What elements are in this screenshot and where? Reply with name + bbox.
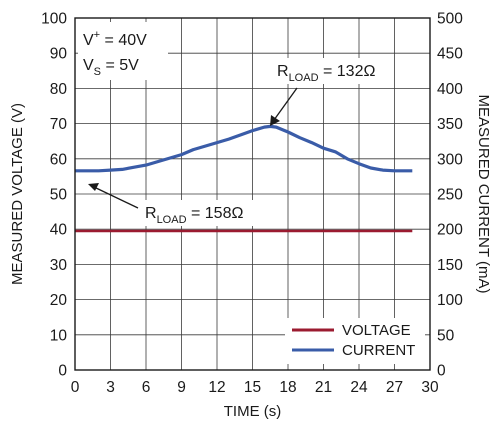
annotation-arrow-132 xyxy=(273,87,298,121)
y-left-tick-label: 80 xyxy=(50,81,68,98)
annotation-arrowhead-158 xyxy=(88,183,99,191)
annotation-arrowhead-132 xyxy=(270,115,280,126)
y-right-tick-label: 100 xyxy=(437,292,463,309)
y-left-tick-label: 60 xyxy=(50,151,68,168)
y-left-tick-label: 40 xyxy=(50,222,68,239)
x-tick-label: 21 xyxy=(315,379,332,396)
x-tick-label: 24 xyxy=(350,379,368,396)
x-tick-label: 3 xyxy=(106,379,115,396)
y-left-tick-label: 90 xyxy=(50,46,68,63)
condition-vs: VS = 5V xyxy=(83,57,139,78)
y-left-tick-label: 100 xyxy=(41,11,67,28)
annotation-rload-158: RLOAD = 158Ω xyxy=(145,205,243,226)
x-tick-label: 15 xyxy=(244,379,261,396)
y-right-tick-label: 250 xyxy=(437,187,463,204)
y-right-tick-label: 50 xyxy=(437,327,455,344)
legend: VOLTAGE CURRENT xyxy=(285,318,425,364)
x-tick-label: 12 xyxy=(208,379,225,396)
y-left-tick-label: 20 xyxy=(50,292,68,309)
y-left-tick-label: 0 xyxy=(58,363,67,380)
y-axis-right-title: MEASURED CURRENT (mA) xyxy=(475,95,492,294)
series-layer xyxy=(75,124,413,233)
series-line-current xyxy=(75,124,413,173)
annotation-rload-158-background xyxy=(140,200,260,226)
y-left-tick-label: 70 xyxy=(50,116,68,133)
y-right-tick-label: 500 xyxy=(437,11,463,28)
y-right-tick-label: 350 xyxy=(437,116,463,133)
x-tick-label: 6 xyxy=(142,379,151,396)
tick-layer: 0 3 6 9 12 15 18 21 24 27 300102030405060708090100… xyxy=(41,11,463,397)
annotation-rload-132-background xyxy=(272,58,392,84)
x-tick-label: 27 xyxy=(386,379,403,396)
annotation-arrow-158 xyxy=(93,186,139,209)
legend-label-current: CURRENT xyxy=(342,342,415,359)
y-right-tick-label: 200 xyxy=(437,222,463,239)
x-tick-label: 30 xyxy=(421,379,439,396)
plot-frame xyxy=(74,17,431,371)
x-tick-label: 9 xyxy=(177,379,186,396)
y-right-tick-label: 450 xyxy=(437,46,463,63)
legend-label-voltage: VOLTAGE xyxy=(342,322,411,339)
y-axis-left-title: MEASURED VOLTAGE (V) xyxy=(9,103,26,285)
condition-vplus: V+ = 40V xyxy=(83,29,147,49)
y-left-tick-label: 30 xyxy=(50,257,68,274)
annotation-rload-132: RLOAD = 132Ω xyxy=(277,63,375,84)
y-left-tick-label: 10 xyxy=(50,327,68,344)
x-tick-label: 18 xyxy=(279,379,296,396)
y-right-tick-label: 300 xyxy=(437,151,463,168)
y-right-tick-label: 0 xyxy=(437,363,446,380)
conditions-box xyxy=(78,22,168,80)
y-left-tick-label: 50 xyxy=(50,187,68,204)
x-axis-title: TIME (s) xyxy=(224,403,282,420)
legend-background xyxy=(285,318,425,364)
y-right-tick-label: 400 xyxy=(437,81,463,98)
y-right-tick-label: 150 xyxy=(437,257,463,274)
x-tick-label: 0 xyxy=(71,379,80,396)
